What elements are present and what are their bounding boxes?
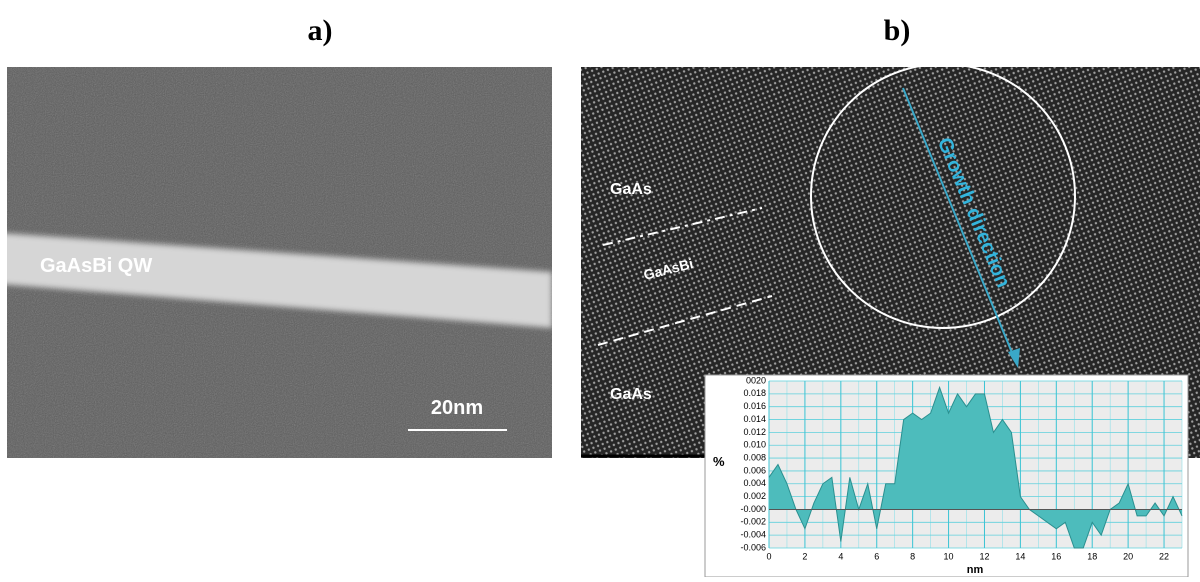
x-tick-label: 20 <box>1123 551 1133 561</box>
y-tick-label: 0.012 <box>743 427 766 437</box>
annotation: GaAs <box>610 181 652 198</box>
tem-image-a <box>7 67 552 458</box>
y-tick-label: -0.002 <box>740 517 766 527</box>
y-tick-label: -0.004 <box>740 530 766 540</box>
y-tick-label: 0.016 <box>743 401 766 411</box>
area-line <box>768 385 1183 549</box>
x-tick-label: 14 <box>1015 551 1025 561</box>
y-tick-label: 0.006 <box>743 465 766 475</box>
x-tick-label: 12 <box>979 551 989 561</box>
y-tick-label: 0.018 <box>743 388 766 398</box>
y-tick-label: -0.000 <box>740 504 766 514</box>
x-axis-label: nm <box>967 564 984 576</box>
y-tick-label: -0.006 <box>740 542 766 552</box>
x-tick-label: 6 <box>874 551 879 561</box>
x-tick-label: 16 <box>1051 551 1061 561</box>
y-tick-label: 0.004 <box>743 478 766 488</box>
x-tick-label: 22 <box>1159 551 1169 561</box>
circle <box>810 63 1076 329</box>
y-tick-label: 0020 <box>746 375 766 385</box>
x-tick-label: 8 <box>910 551 915 561</box>
interface-line <box>602 207 763 246</box>
interface-line <box>597 295 773 346</box>
panel-label: b) <box>884 14 911 47</box>
x-tick-label: 10 <box>944 551 954 561</box>
panel-label: a) <box>308 14 333 47</box>
y-tick-label: 0.014 <box>743 414 766 424</box>
x-tick-label: 2 <box>802 551 807 561</box>
annotation: GaAs <box>610 386 652 403</box>
y-tick-label: 0.010 <box>743 440 766 450</box>
y-tick-label: 0.008 <box>743 452 766 462</box>
y-tick-label: 0.002 <box>743 491 766 501</box>
x-tick-label: 4 <box>838 551 843 561</box>
scale-bar-label: 20nm <box>431 397 483 419</box>
arrow-head <box>1008 348 1020 368</box>
y-axis-label: % <box>713 454 725 469</box>
x-tick-label: 0 <box>766 551 771 561</box>
arrow <box>902 87 1016 361</box>
x-tick-label: 18 <box>1087 551 1097 561</box>
annotation: GaAsBi QW <box>40 255 152 277</box>
